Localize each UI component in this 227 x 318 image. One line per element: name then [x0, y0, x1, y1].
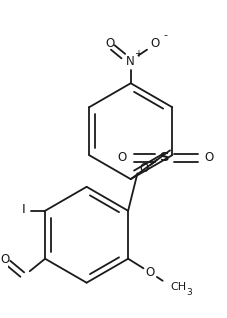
Text: O: O: [204, 151, 213, 163]
Text: O: O: [0, 253, 9, 266]
Text: N: N: [126, 55, 135, 68]
Text: CH: CH: [169, 281, 185, 292]
Text: +: +: [134, 49, 142, 59]
Text: O: O: [149, 38, 159, 51]
Text: -: -: [163, 30, 167, 40]
Text: O: O: [139, 162, 148, 175]
Text: O: O: [117, 151, 126, 163]
Text: O: O: [145, 266, 154, 279]
Text: 3: 3: [186, 288, 192, 297]
Text: O: O: [105, 38, 114, 51]
Text: S: S: [160, 151, 169, 163]
Text: I: I: [22, 203, 26, 216]
